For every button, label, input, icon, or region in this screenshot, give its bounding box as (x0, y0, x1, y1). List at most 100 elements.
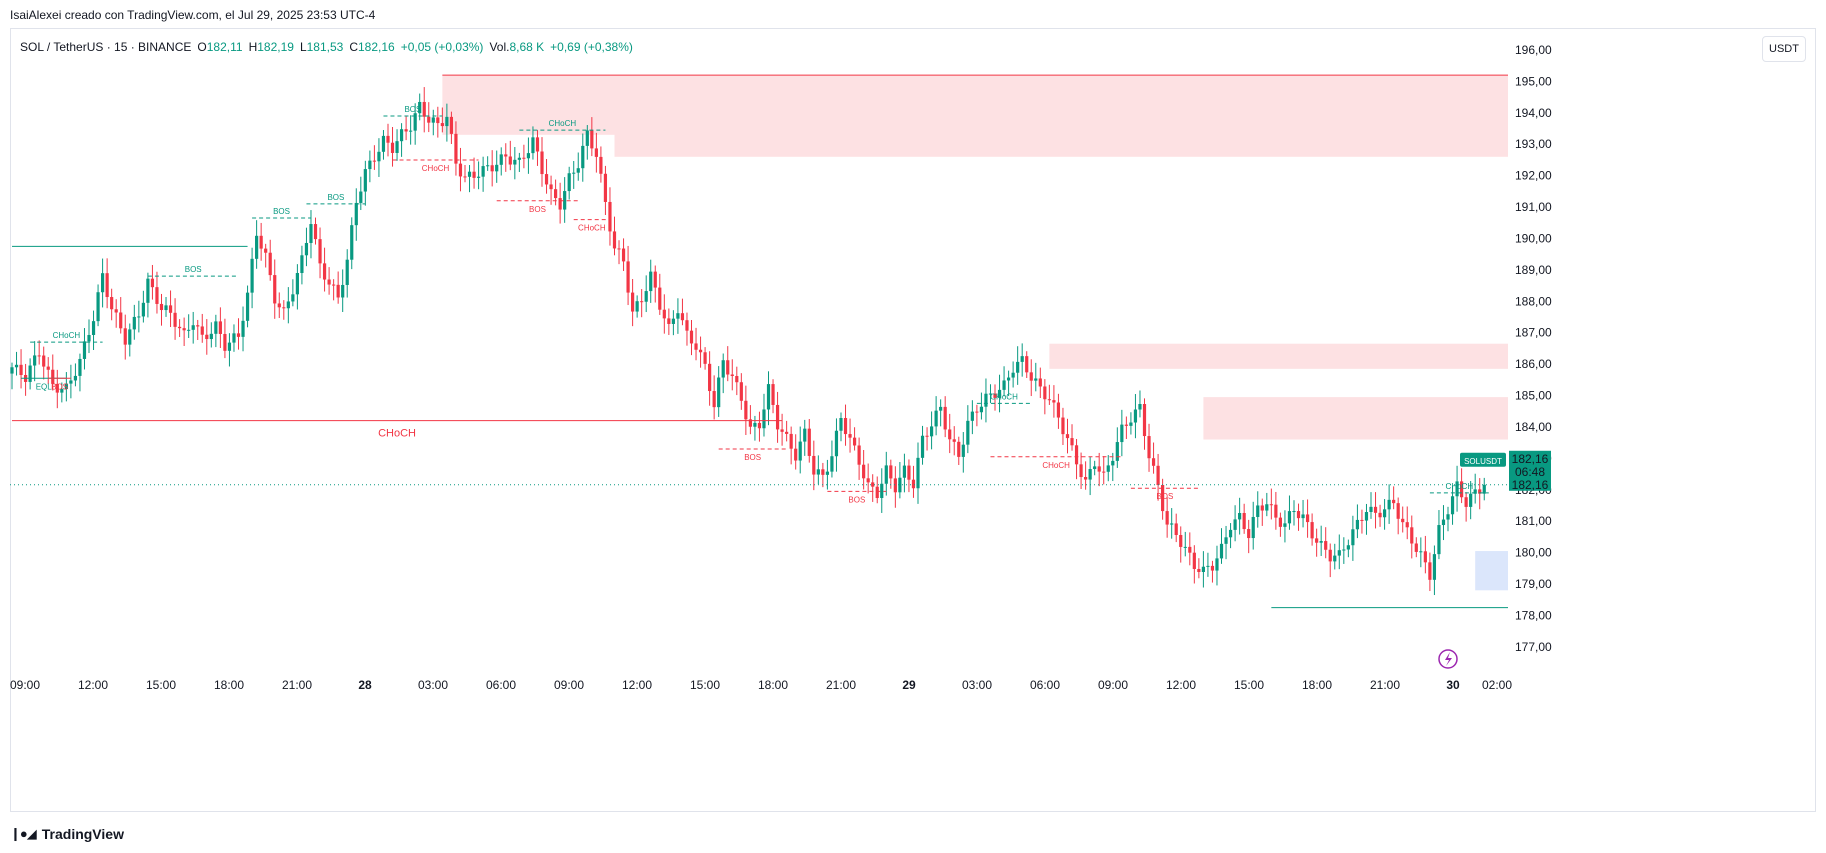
candle (554, 189, 558, 199)
candle (1215, 558, 1219, 571)
candle (454, 133, 458, 164)
y-tick-label: 189,00 (1515, 263, 1552, 277)
candle (350, 225, 354, 260)
candle (46, 366, 50, 370)
symbol-tag-label: SOLUSDT (1464, 457, 1502, 466)
candle (155, 287, 159, 304)
candle (1111, 460, 1115, 466)
candle (698, 349, 703, 353)
candle (721, 360, 725, 378)
candle (191, 325, 195, 330)
candle (1441, 519, 1446, 526)
candle (413, 113, 417, 131)
candle (866, 478, 870, 483)
candle (535, 137, 540, 152)
price-tag-countdown: 06:48 (1515, 465, 1545, 479)
currency-button[interactable]: USDT (1762, 36, 1806, 62)
candle (1296, 511, 1301, 519)
candle (848, 434, 852, 438)
symbol-title[interactable]: SOL / TetherUS · 15 · BINANCE (20, 40, 192, 54)
candle (1138, 404, 1142, 410)
structure-label: CHoCH (53, 331, 81, 340)
candle (925, 435, 929, 437)
candle (313, 224, 318, 240)
lightning-icon-glyph (1445, 652, 1452, 666)
candle (1242, 512, 1246, 530)
candle (476, 176, 481, 178)
candle (1378, 512, 1382, 518)
candle (780, 429, 784, 432)
candle (1478, 489, 1482, 494)
candle (119, 312, 123, 329)
candle (789, 433, 793, 449)
candle (255, 235, 259, 259)
x-tick-label: 18:00 (214, 678, 244, 692)
price-tag-value: 182,16 (1512, 452, 1549, 466)
tradingview-logo[interactable]: ❙●◢ TradingView (10, 826, 124, 842)
candle (28, 365, 32, 382)
x-tick-label: 12:00 (622, 678, 652, 692)
candle (55, 383, 59, 393)
candle (594, 148, 598, 157)
lightning-icon[interactable] (1438, 649, 1458, 669)
x-tick-label: 02:00 (1482, 678, 1512, 692)
candle (309, 224, 313, 243)
candle (467, 171, 472, 177)
candle (1455, 481, 1459, 497)
candle (1369, 506, 1373, 513)
candle (1265, 504, 1269, 511)
volume-change: +0,69 (+0,38%) (550, 40, 633, 54)
level-label: CHoCH (378, 428, 416, 440)
candle (626, 261, 630, 293)
candle (694, 343, 698, 350)
structure-label: CHoCH (1446, 482, 1474, 491)
candle (336, 284, 340, 298)
y-tick-label: 179,00 (1515, 577, 1552, 591)
candle (522, 157, 526, 159)
candle (87, 334, 91, 342)
candle (1133, 409, 1138, 423)
candle (105, 273, 109, 298)
candle (658, 287, 662, 310)
candle (114, 309, 118, 313)
candle (159, 303, 164, 311)
tradingview-logo-icon: ❙●◢ (10, 826, 37, 841)
candle (526, 153, 531, 159)
x-tick-label: 21:00 (826, 678, 856, 692)
candle (196, 325, 200, 327)
candle (1097, 466, 1101, 472)
structure-label: CHoCH (578, 224, 606, 233)
candle (563, 191, 567, 210)
candle (236, 333, 241, 337)
y-tick-label: 193,00 (1515, 137, 1552, 151)
candle (839, 418, 843, 431)
candle (1319, 541, 1323, 543)
x-tick-label: 12:00 (78, 678, 108, 692)
candle (458, 163, 463, 177)
candle (1156, 465, 1160, 485)
candle (1038, 378, 1042, 387)
candle (399, 129, 404, 142)
candle (599, 156, 603, 174)
candle (685, 320, 689, 331)
candle (327, 279, 331, 285)
candle (1074, 445, 1079, 465)
candle (404, 129, 408, 132)
candle (803, 428, 807, 442)
candle (168, 305, 173, 313)
x-tick-label: 12:00 (1166, 678, 1196, 692)
candle (182, 328, 186, 331)
candle (1061, 417, 1065, 435)
candle (431, 117, 435, 123)
candle (101, 273, 105, 293)
candle (282, 307, 286, 309)
candle (232, 333, 236, 343)
candle (395, 141, 399, 153)
candle (703, 352, 707, 364)
y-tick-label: 188,00 (1515, 294, 1552, 308)
candle (612, 231, 617, 249)
candle (1346, 545, 1350, 550)
candle (898, 477, 902, 493)
candle (137, 316, 141, 318)
